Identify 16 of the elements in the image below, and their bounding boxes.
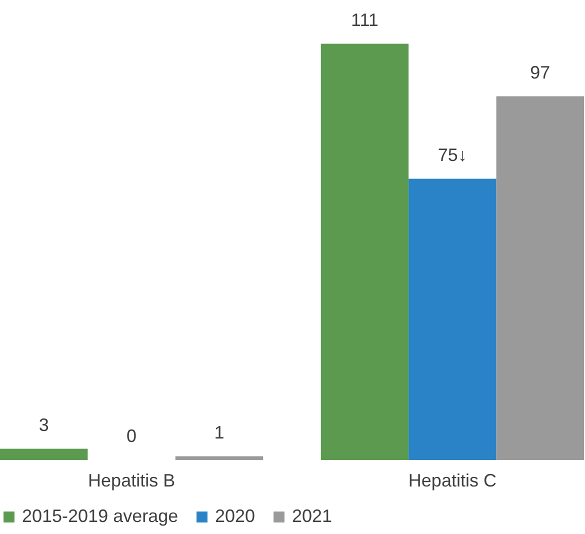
bar bbox=[0, 448, 88, 460]
bar bbox=[408, 178, 496, 460]
data-label: 1 bbox=[214, 422, 224, 442]
bar bbox=[496, 96, 584, 460]
legend-label: 2021 bbox=[292, 506, 332, 526]
x-tick-label: Hepatitis B bbox=[88, 470, 176, 490]
data-label: 3 bbox=[38, 414, 49, 435]
legend-label: 2015-2019 average bbox=[22, 506, 178, 526]
data-label: 97 bbox=[530, 62, 550, 82]
data-label: 0 bbox=[126, 426, 137, 446]
bar bbox=[320, 44, 409, 460]
bar bbox=[175, 456, 264, 460]
legend-label: 2020 bbox=[215, 506, 256, 526]
data-label: 75↓ bbox=[438, 144, 467, 165]
x-tick-label: Hepatitis C bbox=[408, 470, 496, 490]
data-label: 111 bbox=[351, 10, 378, 30]
